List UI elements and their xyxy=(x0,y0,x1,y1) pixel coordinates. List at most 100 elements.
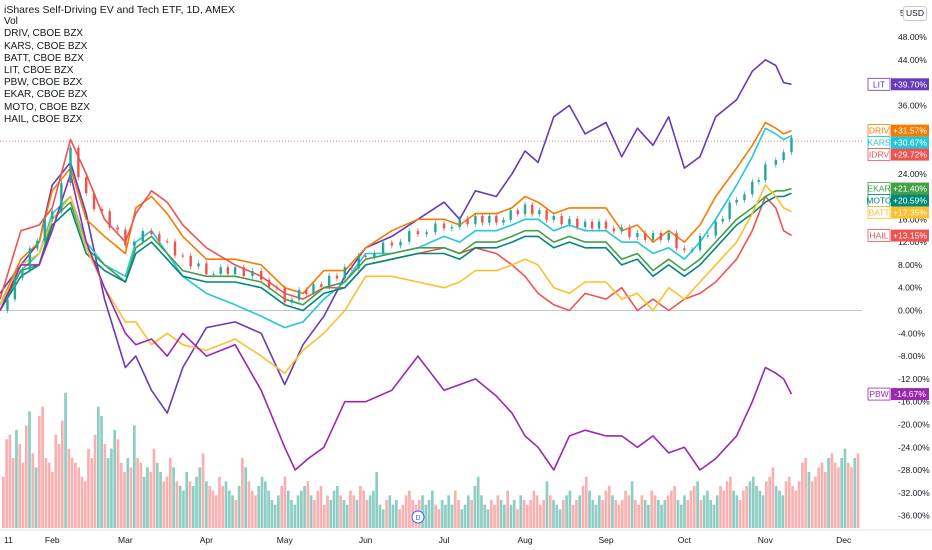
volume-bar xyxy=(709,500,713,528)
volume-bar xyxy=(64,392,67,528)
volume-bar xyxy=(83,481,87,528)
volume-bar xyxy=(853,458,857,528)
volume-bar xyxy=(355,500,359,528)
volume-bar xyxy=(801,462,804,528)
series-tag-code: EKAR xyxy=(867,184,890,194)
y-tick-label: -28.00% xyxy=(898,465,930,475)
main-candle-body xyxy=(60,182,63,212)
volume-bar xyxy=(797,481,801,528)
series-tag-value: -14.67% xyxy=(894,389,926,399)
volume-bar xyxy=(316,490,320,528)
volume-bar xyxy=(77,467,80,528)
volume-bar xyxy=(568,490,572,528)
volume-bar xyxy=(768,476,771,528)
volume-bar xyxy=(503,504,506,528)
main-candle-body xyxy=(706,235,710,237)
legend-vol: Vol xyxy=(4,16,18,28)
volume-bar xyxy=(185,472,189,528)
main-candle-body xyxy=(267,279,271,288)
volume-bar xyxy=(227,490,231,528)
volume-bar xyxy=(270,500,274,528)
volume-bar xyxy=(47,462,51,528)
series-line-batt xyxy=(0,184,792,375)
currency-button[interactable]: USD xyxy=(903,6,927,21)
y-tick-label: -24.00% xyxy=(898,442,930,452)
main-candle-body xyxy=(597,221,601,229)
volume-bar xyxy=(427,500,431,528)
x-tick-label: May xyxy=(277,535,294,545)
series-line-driv xyxy=(0,121,792,306)
x-tick-label: Jul xyxy=(439,535,450,545)
volume-bar xyxy=(90,458,94,528)
main-candle-body xyxy=(290,299,294,303)
volume-bar xyxy=(381,509,385,528)
volume-bar xyxy=(617,504,621,528)
legend-series-ekar: EKAR, CBOE BZX xyxy=(4,89,88,101)
volume-bar xyxy=(70,458,74,528)
main-candle-body xyxy=(305,289,308,294)
volume-bar xyxy=(706,490,709,528)
series-tag-value: +30.67% xyxy=(893,138,927,148)
volume-bar xyxy=(132,425,136,528)
event-marker-icon xyxy=(411,510,425,524)
main-candle-body xyxy=(373,253,376,257)
main-candle-body xyxy=(434,223,437,233)
volume-bar xyxy=(450,504,454,528)
main-candle-body xyxy=(43,219,46,241)
volume-bar xyxy=(273,504,277,528)
series-line-moto xyxy=(0,192,792,312)
volume-bar xyxy=(643,500,647,528)
volume-bar xyxy=(810,481,814,528)
volume-bar xyxy=(778,490,781,528)
main-candle-body xyxy=(13,277,17,300)
volume-bar xyxy=(598,495,601,528)
volume-bar xyxy=(244,467,248,528)
volume-bar xyxy=(817,467,821,528)
volume-bar xyxy=(401,504,405,528)
volume-bar xyxy=(584,476,588,528)
main-candle-body xyxy=(764,164,767,181)
series-tag-value: +39.70% xyxy=(893,79,927,89)
main-candle-body xyxy=(531,204,534,215)
series-tag-value: +17.35% xyxy=(893,208,927,218)
volume-bar xyxy=(545,481,549,528)
volume-bar xyxy=(630,481,634,528)
main-candle-body xyxy=(343,267,346,279)
volume-bar xyxy=(290,500,293,528)
main-candle-body xyxy=(583,221,587,228)
volume-bar xyxy=(637,504,640,528)
volume-bar xyxy=(676,500,680,528)
volume-bar xyxy=(159,472,162,528)
series-tag-value-box xyxy=(891,388,929,401)
volume-bar xyxy=(748,481,752,528)
main-candle-body xyxy=(488,215,491,223)
volume-bar xyxy=(250,490,254,528)
volume-bar xyxy=(457,500,460,528)
volume-bar xyxy=(738,500,742,528)
series-tag-value-box xyxy=(891,78,929,91)
x-tick-label: Mar xyxy=(118,535,133,545)
volume-bar xyxy=(784,481,788,528)
main-candle-body xyxy=(189,255,192,267)
volume-bar xyxy=(594,504,598,528)
y-tick-label: -12.00% xyxy=(898,374,930,384)
volume-bar xyxy=(231,495,234,528)
volume-bar xyxy=(755,486,758,528)
main-candle-body xyxy=(132,241,136,246)
main-candle-body xyxy=(425,232,428,235)
volume-bar xyxy=(286,490,290,528)
volume-bar xyxy=(522,500,526,528)
volume-bar xyxy=(326,495,329,528)
volume-bar xyxy=(2,476,5,528)
main-candle-body xyxy=(181,255,185,257)
legend-title: iShares Self-Driving EV and Tech ETF, 1D… xyxy=(4,4,235,16)
series-tag-code: PBW xyxy=(869,389,888,399)
series-tag-code: LIT xyxy=(873,79,885,89)
volume-bar xyxy=(539,504,542,528)
y-tick-label: -4.00% xyxy=(898,328,925,338)
main-candle-body xyxy=(714,221,717,236)
volume-bar xyxy=(182,490,185,528)
series-tag-code: DRIV xyxy=(869,126,890,136)
